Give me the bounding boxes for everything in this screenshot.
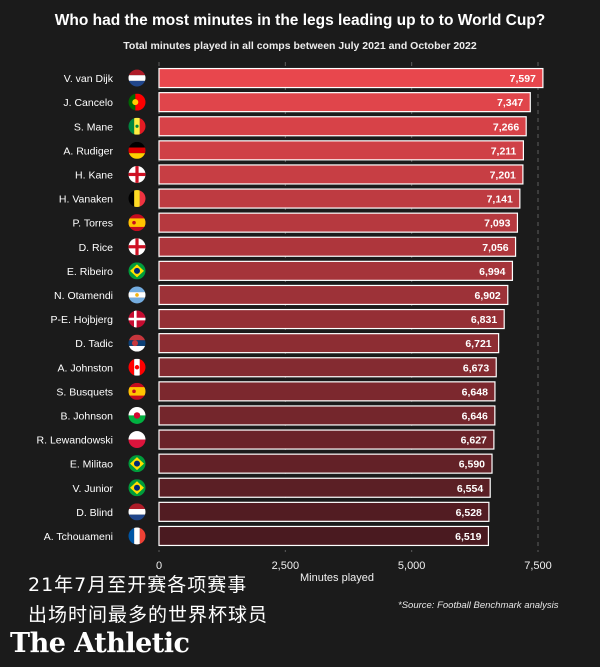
category-label: E. Militao [70,459,113,471]
spain-flag-icon [128,214,146,232]
category-label: D. Tadic [75,338,113,350]
spain-flag-icon [128,382,146,400]
chart-subtitle: Total minutes played in all comps betwee… [123,40,477,52]
bar-value-label: 6,994 [479,266,505,278]
bar-value-label: 6,528 [456,507,482,519]
brand-logo: The Athletic [10,628,190,659]
bar-value-label: 7,597 [510,73,536,85]
brazil-flag-icon [128,262,146,280]
bar-value-label: 6,902 [474,290,500,302]
category-label: D. Rice [79,242,114,254]
source-note: *Source: Football Benchmark analysis [398,600,559,611]
category-label: A. Rudiger [63,145,113,157]
bar-value-label: 7,201 [490,169,516,181]
bar [158,92,531,113]
netherlands-flag-icon [128,503,146,521]
chart-title: Who had the most minutes in the legs lea… [54,12,546,29]
category-label: J. Cancelo [63,97,113,109]
bar [158,67,544,89]
netherlands-flag-icon [128,69,146,87]
category-label: N. Otamendi [54,290,113,302]
bar-value-label: 7,056 [482,242,508,254]
brazil-flag-icon [128,479,146,497]
bar-value-label: 6,646 [462,410,488,422]
bar-value-label: 6,519 [455,531,481,543]
category-label: H. Vanaken [59,194,113,206]
senegal-flag-icon [128,117,146,135]
germany-flag-icon [128,141,146,159]
category-label: R. Lewandowski [37,435,113,447]
bar-value-label: 6,831 [471,314,497,326]
bar-value-label: 6,627 [461,435,487,447]
bar [158,477,491,498]
bar [158,381,496,402]
category-label: A. Johnston [58,362,114,374]
x-tick-label: 0 [156,560,162,572]
category-label: B. Johnson [60,410,113,422]
bar [158,333,500,354]
bar-value-label: 6,648 [462,386,488,398]
bar [158,308,505,330]
category-label: D. Blind [76,507,113,519]
poland-flag-icon [128,431,146,449]
bar [158,260,514,281]
category-label: E. Ribeiro [67,266,113,278]
category-label: S. Busquets [56,386,113,398]
bar [158,501,490,522]
bar-value-label: 6,673 [463,362,489,374]
category-label: S. Mane [74,121,113,133]
wales-flag-icon [128,406,146,424]
category-label: P-E. Hojbjerg [51,314,114,326]
bar [158,116,527,137]
x-tick-label: 7,500 [524,560,552,572]
bar-value-label: 6,590 [459,459,485,471]
france-flag-icon [128,527,146,545]
brazil-flag-icon [128,455,146,473]
bar [158,453,493,474]
bar [158,212,519,233]
caption-line-1: 21年7月至开赛各项赛事 [28,574,248,596]
bar-value-label: 7,211 [491,145,517,157]
category-label: V. Junior [73,483,114,495]
bar [158,188,521,209]
bar [158,525,490,547]
bar [158,284,509,306]
bar [158,429,495,450]
bar-value-label: 7,347 [497,97,523,109]
category-label: H. Kane [75,169,113,181]
bar [158,357,497,378]
x-tick-label: 2,500 [272,560,300,572]
bar [158,164,524,185]
bar-value-label: 7,141 [487,194,513,206]
bar [158,405,496,426]
x-axis-label: Minutes played [300,572,374,584]
argentina-flag-icon [128,286,146,304]
england-flag-icon [128,165,146,183]
caption-line-2: 出场时间最多的世界杯球员 [28,604,269,626]
serbia-flag-icon [128,334,146,352]
denmark-flag-icon [128,310,146,328]
portugal-flag-icon [128,93,146,111]
canada-flag-icon [128,358,146,376]
category-label: V. van Dijk [64,73,114,85]
x-tick-label: 5,000 [398,560,426,572]
england-flag-icon [128,238,146,256]
bar-value-label: 6,554 [457,483,483,495]
category-label: A. Tchouameni [44,531,113,543]
bar-value-label: 6,721 [465,338,491,350]
bar-value-label: 7,266 [493,121,519,133]
bar [158,140,524,161]
bar-value-label: 7,093 [484,218,510,230]
belgium-flag-icon [128,190,146,208]
bar [158,236,517,257]
category-label: P. Torres [73,218,113,230]
